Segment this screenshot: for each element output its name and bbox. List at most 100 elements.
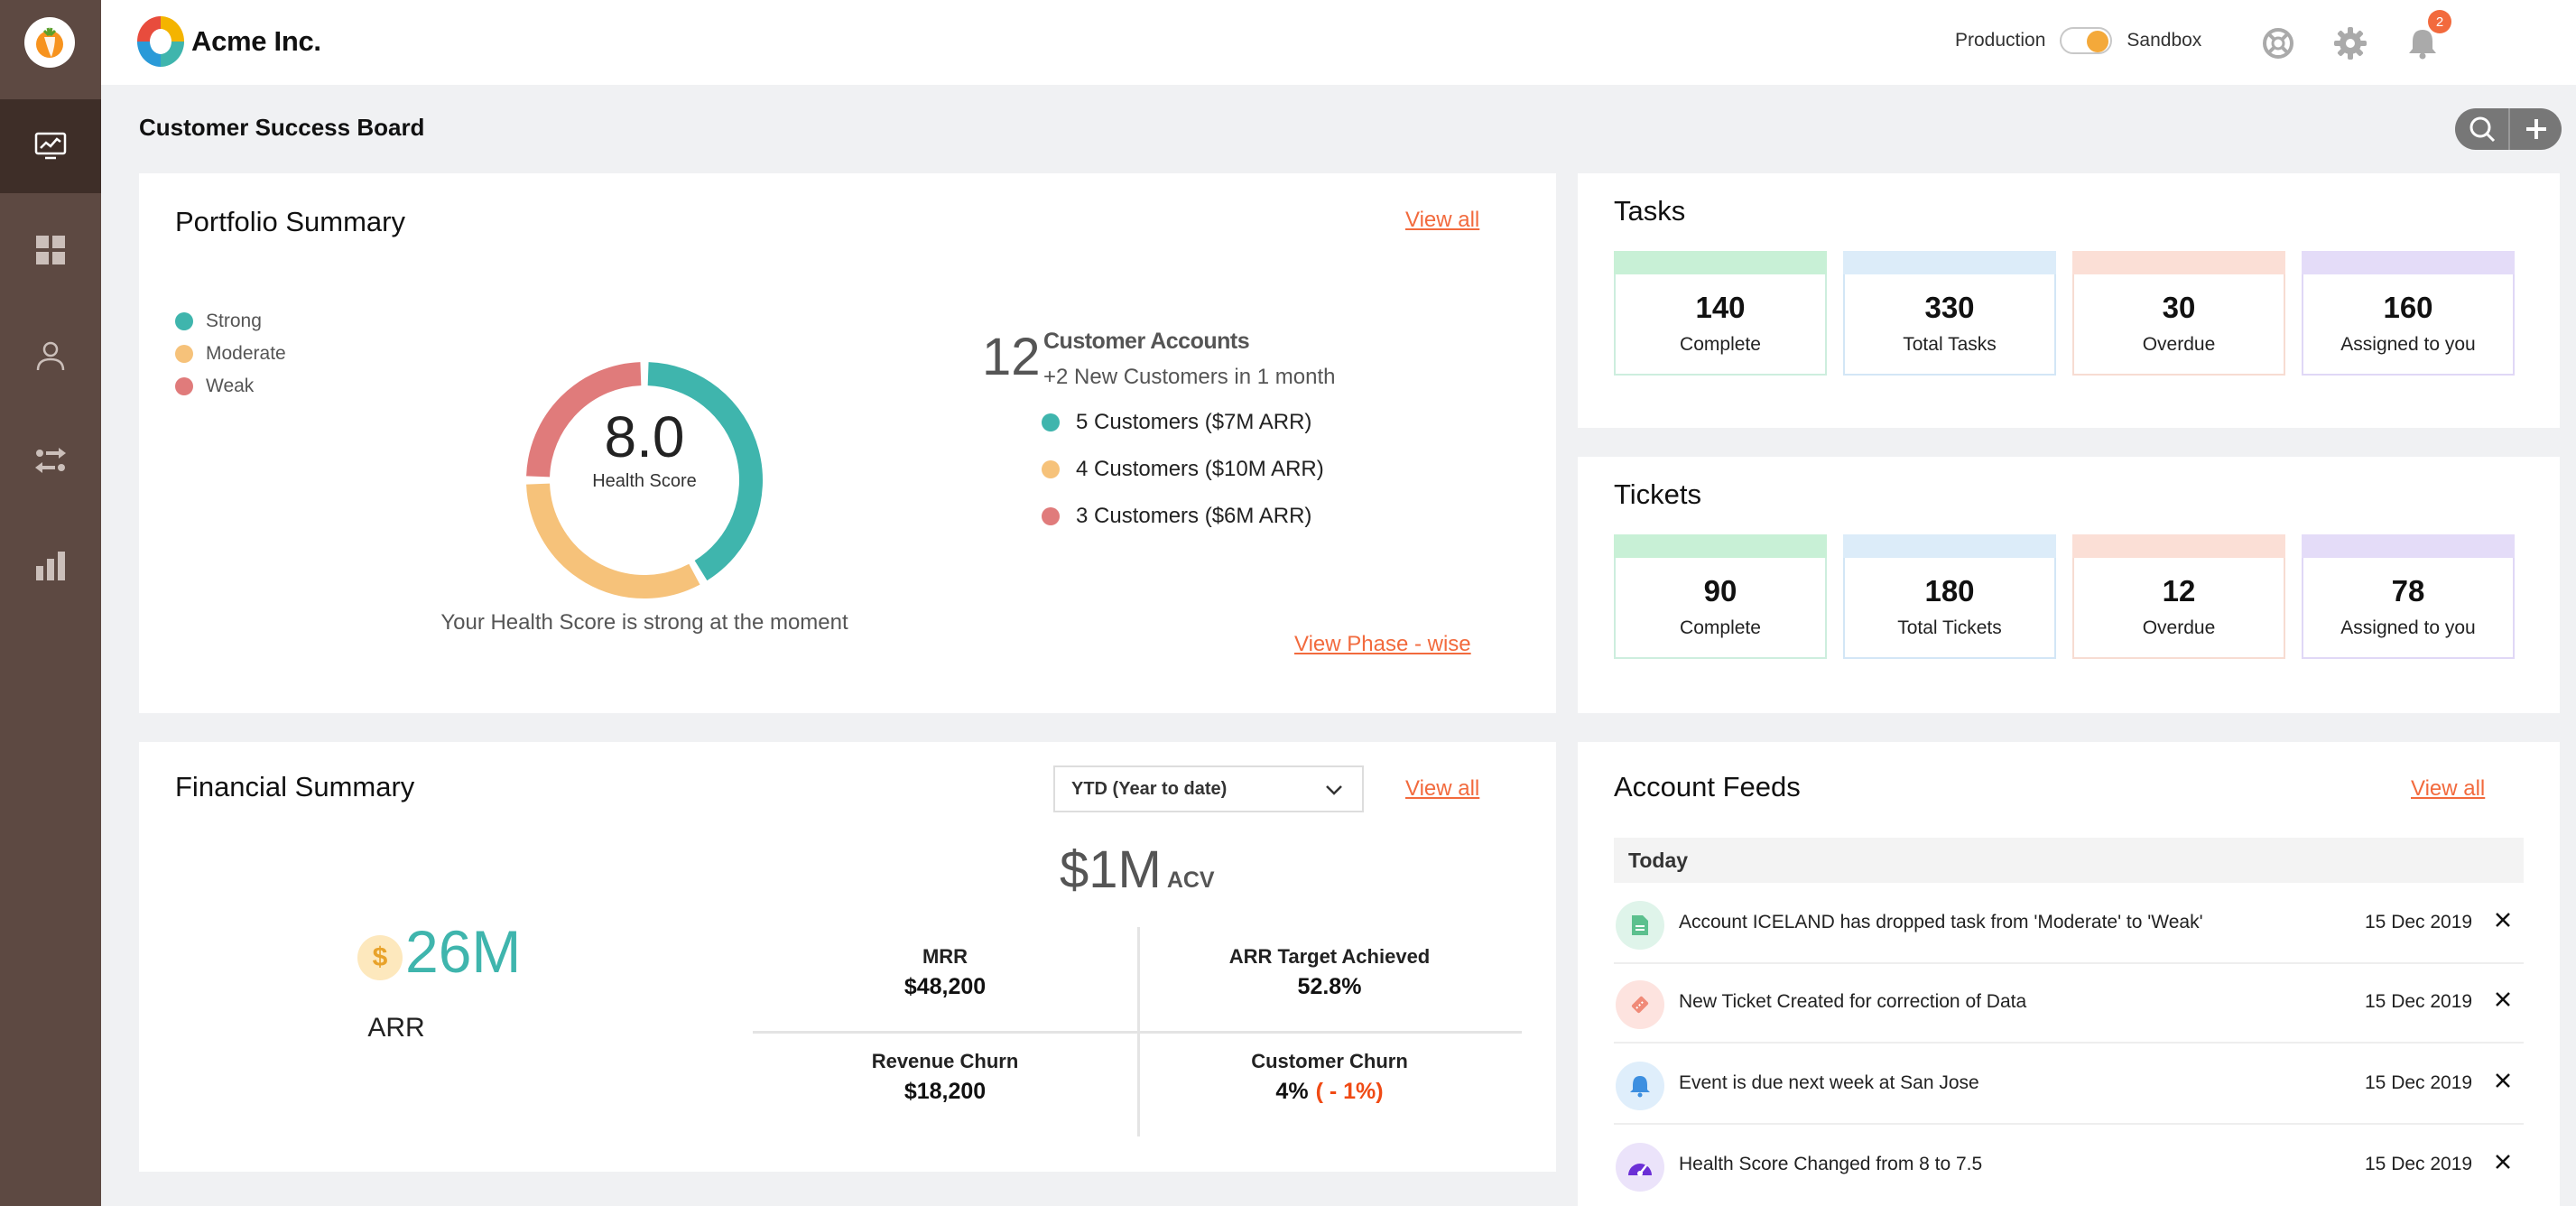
feed-item[interactable]: Event is due next week at San Jose 15 De… — [1614, 1045, 2524, 1125]
tasks-assigned-stat[interactable]: 160 Assigned to you — [2302, 251, 2515, 376]
close-icon[interactable] — [2491, 908, 2515, 932]
tickets-total-stat[interactable]: 180 Total Tickets — [1843, 534, 2056, 659]
legend-label-moderate: Moderate — [206, 343, 286, 364]
environment-toggle[interactable] — [2060, 27, 2113, 54]
legend-weak: Weak — [175, 370, 286, 403]
support-icon — [2263, 28, 2293, 59]
search-icon — [2469, 116, 2495, 143]
tickets-complete-stat[interactable]: 90 Complete — [1614, 534, 1827, 659]
legend-strong: Strong — [175, 305, 286, 338]
feed-text: Event is due next week at San Jose — [1679, 1072, 1979, 1093]
revenue-churn-label: Revenue Churn — [871, 1050, 1019, 1072]
stat-value: 180 — [1924, 574, 1975, 608]
stat-color-bar — [2302, 534, 2515, 558]
arr-target-value: 52.8% — [1297, 974, 1362, 999]
tickets-title: Tickets — [1614, 478, 1702, 510]
add-button[interactable] — [2508, 108, 2562, 150]
customer-segments: 5 Customers ($7M ARR) 4 Customers ($10M … — [1042, 399, 1324, 540]
tasks-total-stat[interactable]: 330 Total Tasks — [1843, 251, 2056, 376]
sidebar-item-reports[interactable] — [0, 519, 101, 613]
search-button[interactable] — [2455, 108, 2508, 150]
document-icon — [1616, 901, 1664, 950]
stat-label: Overdue — [2142, 334, 2216, 355]
customer-accounts-title: Customer Accounts — [1043, 329, 1250, 354]
top-bar: Acme Inc. Production Sandbox — [101, 0, 2576, 85]
settings-button[interactable] — [2332, 25, 2368, 61]
feed-text: Health Score Changed from 8 to 7.5 — [1679, 1154, 1983, 1174]
acv-value: $1M ACV — [1060, 840, 1215, 900]
portfolio-title: Portfolio Summary — [175, 206, 405, 237]
close-icon[interactable] — [2491, 988, 2515, 1011]
grid-icon — [36, 236, 65, 264]
tasks-complete-stat[interactable]: 140 Complete — [1614, 251, 1827, 376]
segment-label-weak: 3 Customers ($6M ARR) — [1076, 504, 1312, 528]
segment-dot-strong — [1042, 413, 1060, 431]
customer-accounts-growth: +2 New Customers in 1 month — [1043, 365, 1336, 389]
period-select[interactable]: YTD (Year to date) — [1053, 765, 1364, 812]
customer-churn-percent: 4% — [1275, 1079, 1309, 1104]
sidebar-item-users[interactable] — [0, 309, 101, 403]
env-production-label: Production — [1955, 30, 2046, 51]
tasks-stats: 140 Complete 330 Total Tasks 30 Overdue 160… — [1614, 251, 2515, 376]
feed-item[interactable]: Health Score Changed from 8 to 7.5 15 De… — [1614, 1127, 2524, 1206]
mrr-value: $48,200 — [903, 974, 987, 999]
brand-logo-icon — [137, 16, 184, 67]
arr-label: ARR — [367, 1013, 425, 1043]
close-icon[interactable] — [2491, 1150, 2515, 1174]
stat-label: Overdue — [2142, 617, 2216, 638]
close-icon[interactable] — [2491, 1069, 2515, 1092]
arr-target-label: ARR Target Achieved — [1228, 945, 1431, 968]
feed-item[interactable]: Account ICELAND has dropped task from 'M… — [1614, 885, 2524, 964]
tasks-overdue-stat[interactable]: 30 Overdue — [2072, 251, 2285, 376]
segment-weak: 3 Customers ($6M ARR) — [1042, 493, 1324, 540]
sidebar-item-transfers[interactable] — [0, 413, 101, 507]
notifications-button[interactable]: 2 — [2405, 10, 2451, 61]
acv-label: ACV — [1166, 867, 1215, 893]
sidebar-item-apps[interactable] — [0, 203, 101, 297]
portfolio-view-all-link[interactable]: View all — [1405, 208, 1480, 232]
financial-view-all-link[interactable]: View all — [1405, 776, 1480, 801]
environment-switch: Production Sandbox — [1955, 27, 2201, 54]
stat-color-bar — [2302, 251, 2515, 274]
sidebar-item-dashboard[interactable] — [0, 99, 101, 193]
tasks-card: Tasks 140 Complete 330 Total Tasks 30 Overd… — [1578, 173, 2560, 428]
app-logo[interactable] — [24, 17, 75, 68]
segment-strong: 5 Customers ($7M ARR) — [1042, 399, 1324, 446]
legend-dot-moderate — [175, 345, 193, 363]
legend-moderate: Moderate — [175, 338, 286, 370]
tickets-assigned-stat[interactable]: 78 Assigned to you — [2302, 534, 2515, 659]
user-icon — [36, 341, 65, 371]
transfer-icon — [35, 448, 66, 473]
customer-churn-value: 4%( - 1%) — [1137, 1079, 1522, 1105]
stat-color-bar — [1843, 251, 2056, 274]
donut-segment — [526, 362, 642, 478]
support-button[interactable] — [2260, 25, 2296, 61]
stat-value: 160 — [2383, 291, 2433, 324]
notification-badge: 2 — [2428, 10, 2451, 33]
view-phase-wise-link[interactable]: View Phase - wise — [1294, 632, 1471, 656]
segment-dot-moderate — [1042, 460, 1060, 478]
brand[interactable]: Acme Inc. — [135, 14, 321, 69]
ticket-icon — [1616, 980, 1664, 1029]
monitor-chart-icon — [34, 132, 67, 160]
stat-label: Complete — [1680, 617, 1761, 638]
stat-color-bar — [1843, 534, 2056, 558]
stat-value: 30 — [2162, 291, 2196, 324]
tickets-overdue-stat[interactable]: 12 Overdue — [2072, 534, 2285, 659]
customer-churn-delta: ( - 1%) — [1315, 1079, 1384, 1104]
health-score-donut — [526, 362, 763, 598]
financial-summary-card: Financial Summary YTD (Year to date) Vie… — [139, 742, 1556, 1172]
segment-moderate: 4 Customers ($10M ARR) — [1042, 446, 1324, 493]
feed-date: 15 Dec 2019 — [2365, 991, 2473, 1012]
stat-color-bar — [1614, 251, 1827, 274]
feed-group-today: Today — [1614, 838, 2524, 883]
feeds-view-all-link[interactable]: View all — [2411, 776, 2486, 801]
mrr-metric: MRR $48,200 — [753, 945, 1137, 1000]
legend-label-weak: Weak — [206, 376, 255, 396]
feed-item[interactable]: New Ticket Created for correction of Dat… — [1614, 964, 2524, 1044]
stat-color-bar — [2072, 534, 2285, 558]
legend-label-strong: Strong — [206, 311, 262, 331]
feed-date: 15 Dec 2019 — [2365, 1154, 2473, 1174]
tickets-stats: 90 Complete 180 Total Tickets 12 Overdue 78… — [1614, 534, 2515, 659]
stat-value: 78 — [2391, 574, 2425, 608]
